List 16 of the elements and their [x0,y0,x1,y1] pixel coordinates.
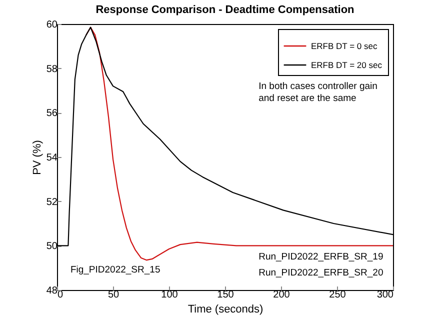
y-tick-label: 50 [46,241,58,252]
annotation: Run_PID2022_ERFB_SR_19 [258,251,384,262]
annotation: Fig_PID2022_SR_15 [70,264,160,276]
y-tick-label: 52 [46,196,58,208]
y-tick-label: 58 [46,64,58,75]
chart-title: Response Comparison - Deadtime Compensation [96,4,355,16]
x-axis-title: Time (seconds) [188,304,264,316]
annotation: In both cases controller gain and reset are the same [258,81,378,104]
annotation: Run_PID2022_ERFB_SR_20 [258,267,384,278]
y-tick-label: 54 [46,152,58,164]
y-tick-label: 60 [46,20,58,30]
y-axis-title: PV (%) [31,140,44,175]
legend-label: ERFB DT = 20 sec [311,60,383,70]
legend-label: ERFB DT = 0 sec [311,41,378,51]
y-tick-label: 48 [46,286,58,296]
y-tick-label: 56 [46,108,58,120]
